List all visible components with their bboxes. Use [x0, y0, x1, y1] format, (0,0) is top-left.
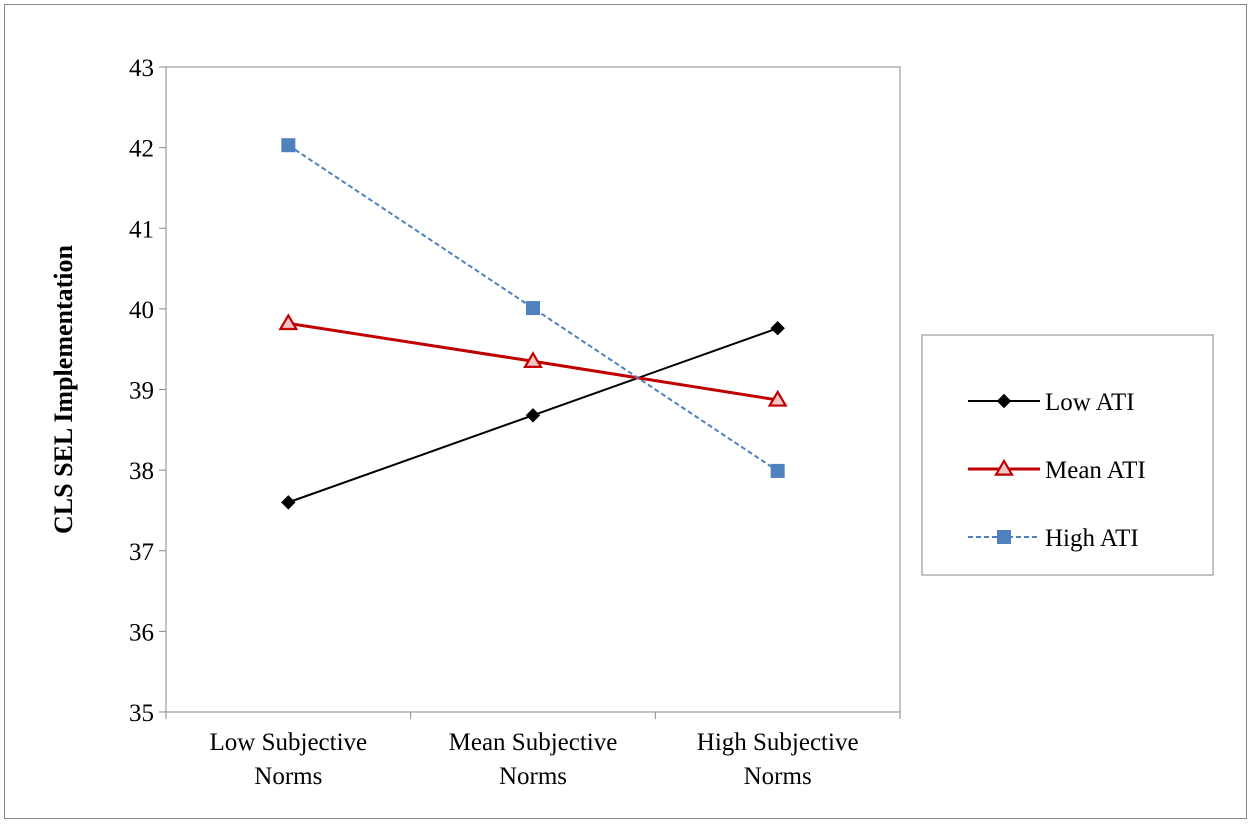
x-axis: Low Subjective Norms Mean Subjective Norms H… [165, 712, 901, 790]
data-point-marker [770, 321, 785, 336]
legend-marker [996, 393, 1012, 409]
series-low-ati [281, 321, 785, 510]
y-tick-label: 40 [129, 297, 154, 324]
legend-label: Low ATI [1045, 389, 1135, 416]
y-axis: 35 36 37 38 39 40 41 42 43 [129, 55, 166, 727]
y-axis-label: CLS SEL Implementation [49, 244, 78, 533]
legend: Low ATI Mean ATI High ATI [921, 334, 1214, 576]
y-tick-label: 37 [129, 539, 154, 566]
y-tick-label: 36 [129, 619, 154, 646]
series-mean-ati [278, 313, 788, 407]
plot-border [165, 66, 901, 713]
legend-marker [997, 530, 1011, 544]
y-tick-label: 35 [129, 700, 154, 727]
legend-box [921, 334, 1214, 576]
data-point-marker [523, 351, 543, 368]
legend-label: High ATI [1045, 525, 1139, 552]
data-point-marker [770, 463, 785, 478]
x-category-label: Mean Subjective Norms [449, 729, 618, 790]
data-point-marker [281, 138, 296, 153]
y-tick-label: 39 [129, 378, 154, 405]
data-point-marker [278, 313, 299, 331]
series-high-ati [281, 138, 785, 478]
data-point-marker [281, 495, 296, 510]
series-layer [278, 138, 788, 510]
y-tick-label: 41 [129, 216, 154, 243]
x-category-label: High Subjective Norms [697, 729, 859, 790]
legend-label: Mean ATI [1045, 457, 1146, 484]
legend-marker [994, 458, 1014, 476]
legend-entry: High ATI [968, 525, 1139, 552]
series-line [287, 144, 779, 472]
y-tick-label: 43 [129, 55, 154, 82]
y-tick-label: 38 [129, 458, 154, 485]
plot-area [165, 66, 901, 713]
data-point-marker [525, 408, 541, 423]
data-point-marker [767, 389, 788, 407]
legend-entry: Low ATI [968, 389, 1135, 416]
legend-entry: Mean ATI [968, 457, 1146, 484]
y-tick-label: 42 [129, 136, 154, 163]
data-point-marker [526, 301, 540, 316]
x-category-label: Low Subjective Norms [210, 729, 368, 790]
